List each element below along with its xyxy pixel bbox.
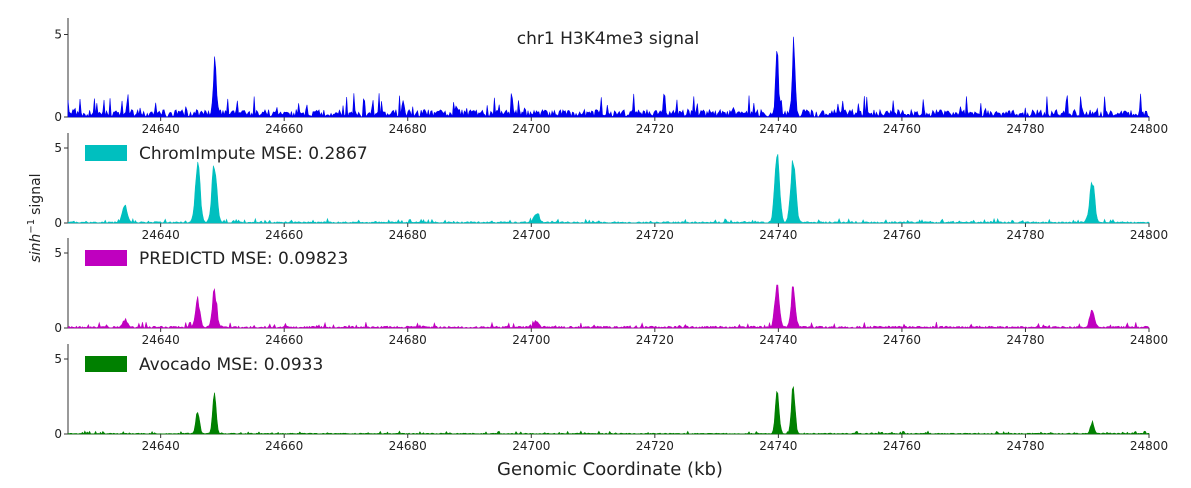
panel-2: 0 5 24640 24660 24680 24700 24720 24740 24760 247… xyxy=(54,133,1168,242)
chart-title: chr1 H3K4me3 signal xyxy=(517,29,699,49)
x-tick-label: 24740 xyxy=(759,228,797,242)
x-tick-label: 24640 xyxy=(142,333,180,347)
x-tick-label: 24760 xyxy=(883,439,921,453)
x-tick-label: 24800 xyxy=(1130,122,1168,136)
x-tick-label: 24740 xyxy=(759,333,797,347)
x-tick-label: 24700 xyxy=(512,333,550,347)
y-tick-label: 5 xyxy=(54,352,62,366)
y-tick-label: 5 xyxy=(54,141,62,155)
panel-4: 0 5 24640 24660 24680 24700 24720 24740 24760 247… xyxy=(54,344,1168,453)
x-tick-label: 24700 xyxy=(512,122,550,136)
panels: 0 5 24640 24660 24680 24700 24720 24740 24760 247… xyxy=(54,18,1168,453)
x-tick-label: 24640 xyxy=(142,122,180,136)
x-tick-label: 24700 xyxy=(512,228,550,242)
x-tick-label: 24680 xyxy=(389,333,427,347)
x-tick-label: 24720 xyxy=(636,439,674,453)
x-tick-label: 24700 xyxy=(512,439,550,453)
legend-swatch xyxy=(85,145,127,161)
y-axis-label: sinh−1 signal xyxy=(26,173,44,262)
x-tick-label: 24800 xyxy=(1130,228,1168,242)
x-tick-label: 24720 xyxy=(636,333,674,347)
x-tick-label: 24760 xyxy=(883,333,921,347)
x-axis-label: Genomic Coordinate (kb) xyxy=(497,459,723,480)
x-tick-label: 24680 xyxy=(389,122,427,136)
x-tick-label: 24660 xyxy=(265,122,303,136)
x-tick-label: 24680 xyxy=(389,439,427,453)
x-tick-label: 24720 xyxy=(636,228,674,242)
x-tick-label: 24660 xyxy=(265,439,303,453)
x-tick-label: 24780 xyxy=(1006,439,1044,453)
x-tick-label: 24760 xyxy=(883,228,921,242)
x-tick-label: 24800 xyxy=(1130,439,1168,453)
x-tick-label: 24720 xyxy=(636,122,674,136)
x-tick-label: 24780 xyxy=(1006,333,1044,347)
x-tick-label: 24780 xyxy=(1006,228,1044,242)
x-tick-label: 24780 xyxy=(1006,122,1044,136)
x-tick-label: 24640 xyxy=(142,228,180,242)
x-tick-label: 24740 xyxy=(759,122,797,136)
y-axis-label-main: sinh xyxy=(28,234,44,263)
x-tick-label: 24740 xyxy=(759,439,797,453)
y-axis-label-suffix: signal xyxy=(28,173,44,214)
panel-3: 0 5 24640 24660 24680 24700 24720 24740 24760 247… xyxy=(54,238,1168,347)
x-tick-label: 24760 xyxy=(883,122,921,136)
legend-label: PREDICTD MSE: 0.09823 xyxy=(139,249,348,269)
legend-swatch xyxy=(85,250,127,266)
y-tick-label: 0 xyxy=(54,110,62,124)
signal-area xyxy=(67,385,1150,435)
signal-area xyxy=(67,36,1150,119)
y-tick-label: 0 xyxy=(54,216,62,230)
x-tick-label: 24680 xyxy=(389,228,427,242)
legend-label: ChromImpute MSE: 0.2867 xyxy=(139,144,368,164)
y-tick-label: 0 xyxy=(54,321,62,335)
panel-1: 0 5 24640 24660 24680 24700 24720 24740 24760 247… xyxy=(54,18,1168,136)
legend-swatch xyxy=(85,356,127,372)
y-tick-label: 0 xyxy=(54,427,62,441)
x-tick-label: 24800 xyxy=(1130,333,1168,347)
x-tick-label: 24660 xyxy=(265,333,303,347)
legend-label: Avocado MSE: 0.0933 xyxy=(139,355,323,375)
y-tick-label: 5 xyxy=(54,28,62,42)
signal-area xyxy=(67,284,1150,329)
signal-area xyxy=(67,154,1150,224)
x-tick-label: 24660 xyxy=(265,228,303,242)
y-tick-label: 5 xyxy=(54,246,62,260)
x-tick-label: 24640 xyxy=(142,439,180,453)
y-axis-label-superscript: −1 xyxy=(26,219,37,234)
